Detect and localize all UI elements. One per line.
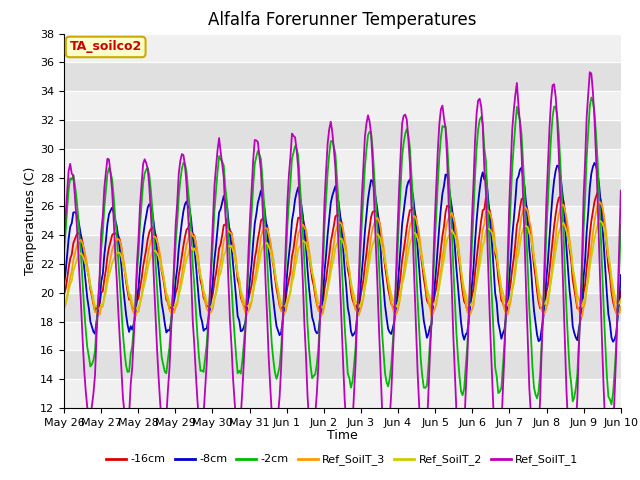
Bar bbox=[64, 62, 621, 91]
Bar bbox=[64, 293, 621, 322]
Text: TA_soilco2: TA_soilco2 bbox=[70, 40, 142, 53]
Legend: -16cm, -8cm, -2cm, Ref_SoilT_3, Ref_SoilT_2, Ref_SoilT_1: -16cm, -8cm, -2cm, Ref_SoilT_3, Ref_Soil… bbox=[102, 450, 583, 470]
Bar bbox=[64, 350, 621, 379]
Y-axis label: Temperatures (C): Temperatures (C) bbox=[24, 167, 37, 275]
Bar bbox=[64, 34, 621, 62]
Bar bbox=[64, 178, 621, 206]
Bar bbox=[64, 206, 621, 235]
Bar bbox=[64, 322, 621, 350]
X-axis label: Time: Time bbox=[327, 429, 358, 442]
Bar bbox=[64, 149, 621, 178]
Bar bbox=[64, 235, 621, 264]
Bar bbox=[64, 379, 621, 408]
Bar bbox=[64, 91, 621, 120]
Title: Alfalfa Forerunner Temperatures: Alfalfa Forerunner Temperatures bbox=[208, 11, 477, 29]
Bar bbox=[64, 120, 621, 149]
Bar bbox=[64, 264, 621, 293]
